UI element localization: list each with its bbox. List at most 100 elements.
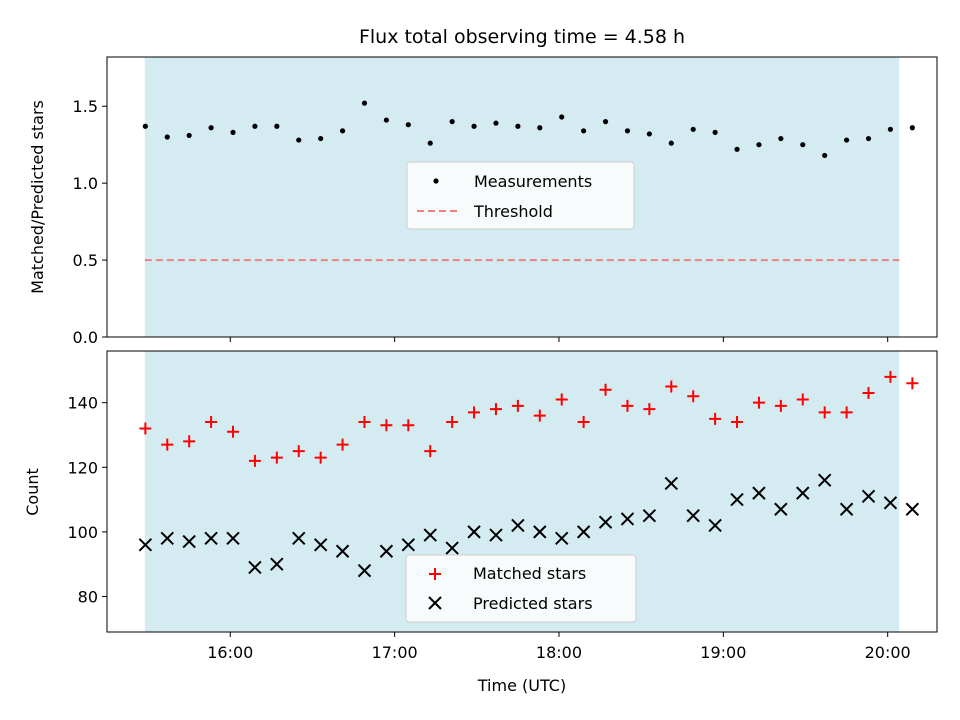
data-point-predicted-stars bbox=[401, 538, 416, 552]
y-tick-label: 1.0 bbox=[73, 174, 98, 193]
data-point-measurements bbox=[690, 126, 696, 132]
data-point-matched-stars bbox=[248, 454, 261, 467]
data-point-measurements bbox=[844, 137, 850, 143]
data-point-matched-stars bbox=[840, 406, 853, 419]
legend-label-predicted-stars: Predicted stars bbox=[473, 594, 593, 613]
bottom-plot-frame bbox=[106, 350, 938, 633]
x-axis-label: Time (UTC) bbox=[477, 676, 566, 695]
x-tick-label: 19:00 bbox=[700, 643, 746, 662]
data-point-matched-stars bbox=[270, 451, 283, 464]
data-point-matched-stars bbox=[796, 393, 809, 406]
data-point-predicted-stars bbox=[642, 509, 657, 523]
y-tick-label: 1.5 bbox=[73, 97, 98, 116]
data-point-matched-stars bbox=[774, 399, 787, 412]
data-point-predicted-stars bbox=[445, 541, 459, 555]
data-point-measurements bbox=[734, 146, 740, 152]
data-point-measurements bbox=[865, 135, 872, 142]
data-point-measurements bbox=[339, 128, 346, 134]
data-point-measurements bbox=[712, 129, 718, 135]
data-point-matched-stars bbox=[336, 438, 349, 451]
data-point-matched-stars bbox=[884, 370, 897, 383]
x-tick-label: 18:00 bbox=[536, 643, 582, 662]
x-tick-label: 16:00 bbox=[207, 643, 253, 662]
data-point-predicted-stars bbox=[292, 531, 306, 546]
data-point-predicted-stars bbox=[598, 515, 613, 529]
data-point-predicted-stars bbox=[248, 560, 262, 575]
data-point-predicted-stars bbox=[182, 534, 196, 549]
data-point-predicted-stars bbox=[905, 502, 920, 516]
data-point-predicted-stars bbox=[489, 528, 503, 542]
data-point-measurements bbox=[624, 128, 631, 134]
bottom-legend: Matched stars Predicted stars bbox=[405, 554, 637, 623]
data-point-matched-stars bbox=[183, 435, 196, 448]
data-point-measurements bbox=[909, 125, 915, 131]
data-point-predicted-stars bbox=[774, 502, 788, 516]
data-point-matched-stars bbox=[687, 390, 700, 403]
data-point-predicted-stars bbox=[861, 489, 876, 504]
data-point-matched-stars bbox=[161, 438, 174, 451]
y-tick-label: 0.5 bbox=[73, 251, 98, 270]
data-point-measurements bbox=[230, 129, 236, 135]
data-point-matched-stars bbox=[511, 399, 524, 412]
data-point-measurements bbox=[274, 123, 280, 129]
top-y-axis-label: Matched/Predicted stars bbox=[28, 100, 47, 294]
data-point-measurements bbox=[778, 135, 784, 142]
data-point-measurements bbox=[822, 152, 828, 159]
data-point-predicted-stars bbox=[335, 544, 350, 558]
data-point-predicted-stars bbox=[160, 531, 174, 546]
legend-label-measurements: Measurements bbox=[474, 172, 592, 191]
data-point-matched-stars bbox=[489, 403, 502, 416]
data-point-predicted-stars bbox=[423, 528, 437, 542]
top-panel: 0.0 0.5 1.0 1.5 Flux total observing time =… bbox=[28, 26, 938, 347]
data-point-matched-stars bbox=[555, 393, 568, 406]
data-point-measurements bbox=[405, 122, 411, 128]
data-point-measurements bbox=[559, 114, 565, 120]
data-point-measurements bbox=[581, 128, 587, 134]
legend-marker-measurements bbox=[433, 178, 439, 184]
data-point-matched-stars bbox=[643, 403, 656, 416]
data-point-measurements bbox=[164, 134, 170, 140]
data-point-measurements bbox=[427, 140, 433, 146]
data-point-measurements bbox=[252, 123, 258, 129]
data-point-measurements bbox=[668, 140, 674, 146]
data-point-matched-stars bbox=[358, 416, 371, 429]
y-tick-label: 80 bbox=[78, 587, 98, 606]
bottom-legend-box bbox=[405, 554, 637, 623]
data-point-predicted-stars bbox=[883, 496, 898, 510]
data-point-predicted-stars bbox=[576, 525, 591, 539]
data-point-predicted-stars bbox=[555, 531, 569, 546]
data-point-matched-stars bbox=[424, 445, 437, 458]
data-point-measurements bbox=[646, 131, 652, 137]
data-point-predicted-stars bbox=[204, 531, 218, 546]
data-point-matched-stars bbox=[314, 451, 327, 464]
data-point-matched-stars bbox=[468, 406, 481, 419]
bottom-y-axis-label: Count bbox=[23, 468, 42, 516]
data-point-matched-stars bbox=[599, 383, 612, 396]
y-tick-label: 140 bbox=[67, 394, 98, 413]
data-point-measurements bbox=[318, 135, 324, 142]
top-legend: Measurements Threshold bbox=[406, 161, 635, 230]
data-point-measurements bbox=[208, 125, 214, 131]
data-point-measurements bbox=[383, 117, 390, 123]
data-point-predicted-stars bbox=[839, 502, 854, 516]
data-point-predicted-stars bbox=[357, 563, 372, 578]
data-point-matched-stars bbox=[752, 396, 765, 409]
data-point-matched-stars bbox=[906, 377, 919, 390]
data-point-matched-stars bbox=[818, 406, 831, 419]
data-point-predicted-stars bbox=[620, 512, 635, 526]
data-point-matched-stars bbox=[709, 412, 722, 425]
data-point-matched-stars bbox=[446, 416, 459, 429]
y-tick-label: 0.0 bbox=[73, 328, 98, 347]
data-point-measurements bbox=[602, 119, 609, 125]
top-legend-box bbox=[406, 161, 635, 230]
data-point-matched-stars bbox=[205, 416, 218, 429]
data-point-measurements bbox=[800, 142, 806, 148]
data-point-predicted-stars bbox=[511, 518, 525, 533]
data-point-matched-stars bbox=[533, 409, 546, 422]
data-point-matched-stars bbox=[139, 422, 152, 435]
data-point-predicted-stars bbox=[138, 538, 153, 552]
legend-marker-matched-stars bbox=[429, 568, 441, 580]
data-point-matched-stars bbox=[380, 419, 393, 432]
data-point-predicted-stars bbox=[664, 476, 678, 491]
